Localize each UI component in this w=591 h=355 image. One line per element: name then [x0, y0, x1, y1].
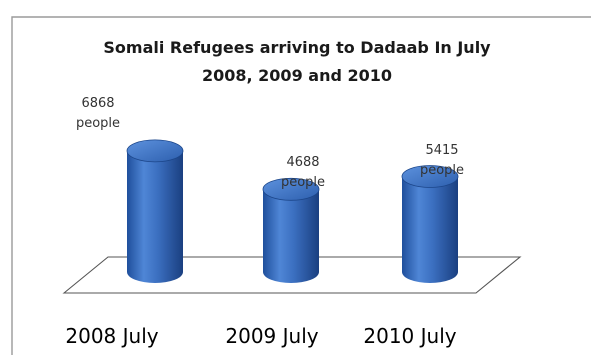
category-label: 2010 July [363, 324, 456, 348]
bar-top [262, 177, 320, 201]
bar-top [126, 139, 184, 163]
bar-1 [126, 139, 184, 283]
data-labels-layer: 6868 people 4688 people 5415 people [76, 96, 464, 190]
chart-border [11, 16, 591, 355]
data-label-unit: people [420, 163, 464, 178]
bar-body [263, 189, 319, 283]
bar-body [127, 150, 183, 283]
chart-title: Somali Refugees arriving to Dadaab In Ju… [103, 38, 491, 57]
bar-2 [262, 177, 320, 283]
data-label-value: 4688 [286, 155, 319, 170]
category-label: 2008 July [65, 324, 158, 348]
chart-subtitle: 2008, 2009 and 2010 [202, 66, 392, 85]
data-label-unit: people [76, 116, 120, 131]
bars-layer [126, 139, 459, 283]
data-label-value: 5415 [425, 143, 458, 158]
data-label-value: 6868 [81, 96, 114, 111]
category-label: 2009 July [225, 324, 318, 348]
category-axis: 2008 July 2009 July 2010 July [65, 324, 456, 348]
bar-3 [401, 165, 459, 283]
bar-top [401, 165, 459, 188]
data-label-unit: people [281, 175, 325, 190]
bar-body [402, 176, 458, 283]
